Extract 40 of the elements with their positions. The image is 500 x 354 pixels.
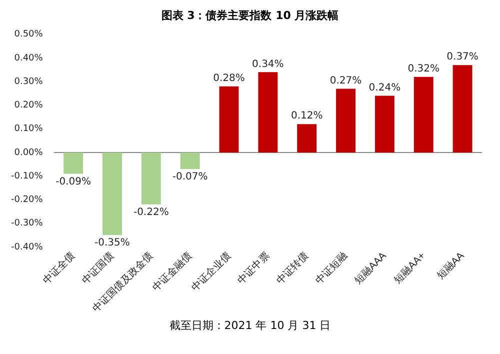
y-tick-label: 0.10% <box>14 124 44 134</box>
bar <box>258 72 278 152</box>
data-label: 0.24% <box>368 82 401 94</box>
data-label: 0.28% <box>213 72 245 84</box>
data-label: -0.09% <box>56 176 91 188</box>
x-tick-label: 中证转债 <box>274 250 311 287</box>
y-tick-label: -0.40% <box>10 242 44 252</box>
bar <box>64 152 84 174</box>
y-tick-label: -0.30% <box>10 218 44 229</box>
y-tick-label: 0.40% <box>14 53 44 64</box>
data-label: -0.07% <box>172 172 208 183</box>
bar <box>414 76 434 152</box>
y-tick-label: 0.20% <box>14 100 44 111</box>
x-tick-label: 中证短融 <box>313 250 350 287</box>
bar <box>452 65 472 152</box>
data-label: -0.35% <box>94 238 130 249</box>
bar <box>180 152 200 170</box>
data-label: 0.27% <box>330 75 362 86</box>
text: 截至日期：2021 年 10 月 31 日 <box>168 318 332 333</box>
data-label: -0.22% <box>133 207 169 218</box>
y-tick-label: 0.00% <box>14 148 44 158</box>
x-tick-label: 中证全债 <box>40 250 78 287</box>
x-tick-label: 短融AA <box>434 250 467 282</box>
bar <box>336 88 356 152</box>
bar <box>102 152 122 236</box>
chart-title: 图表 3：债券主要指数 10 月涨跌幅 <box>160 8 340 24</box>
y-tick-label: 0.50% <box>14 30 44 40</box>
x-tick-label: 中证中票 <box>235 250 272 287</box>
data-label: 0.37% <box>446 52 478 63</box>
y-tick-label: 0.30% <box>14 76 44 87</box>
bar <box>141 152 161 204</box>
bar <box>297 124 317 152</box>
data-label: 0.12% <box>290 110 323 122</box>
bar <box>219 86 239 152</box>
data-label: 0.32% <box>408 64 440 75</box>
y-tick-label: -0.10% <box>10 171 44 182</box>
data-label: 0.34% <box>252 58 284 70</box>
y-tick-label: -0.20% <box>10 195 44 206</box>
x-tick-label: 短融AA+ <box>391 250 428 286</box>
bar <box>374 96 394 152</box>
